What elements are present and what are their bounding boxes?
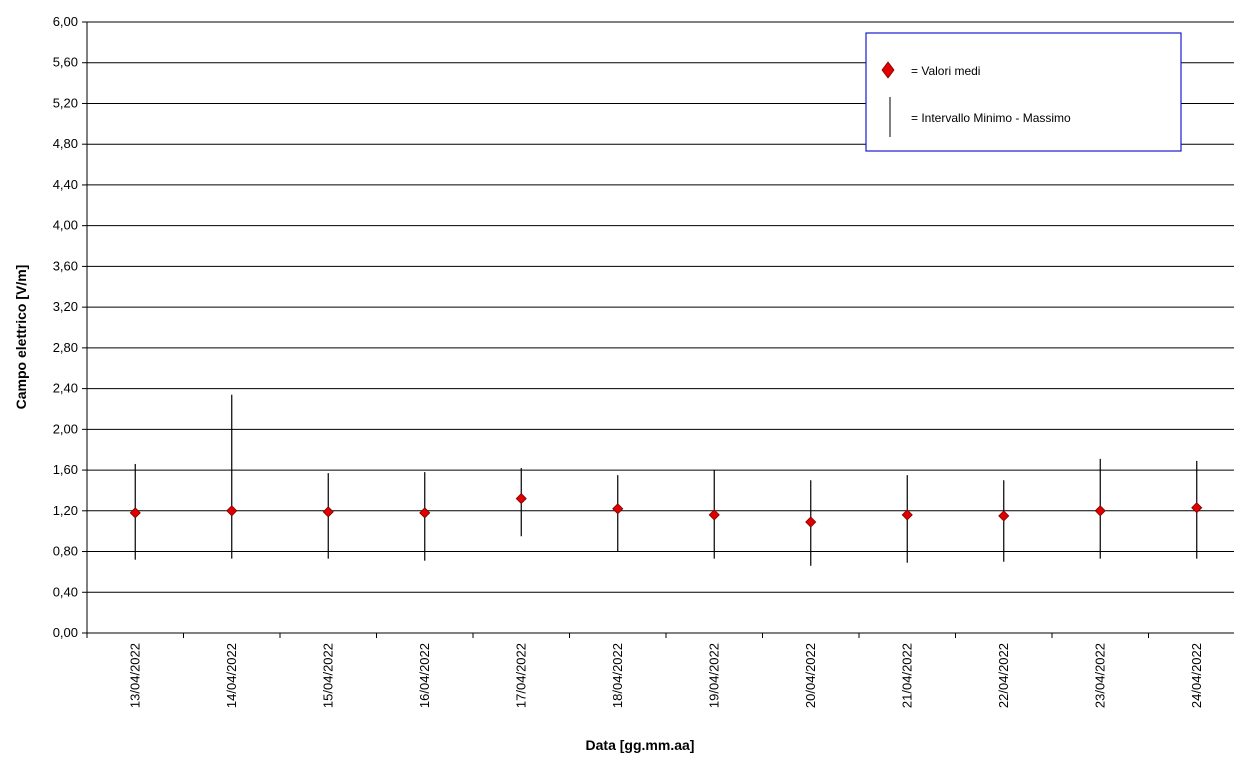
- y-tick-label: 0,80: [53, 544, 78, 559]
- y-tick-label: 3,20: [53, 299, 78, 314]
- y-tick-label: 4,00: [53, 218, 78, 233]
- mean-marker: [612, 503, 624, 515]
- x-tick-label: 19/04/2022: [706, 643, 721, 708]
- legend-mean-label: = Valori medi: [911, 64, 980, 78]
- range-series: [134, 394, 1198, 566]
- y-tick-label: 6,00: [53, 14, 78, 29]
- y-tick-label: 0,40: [53, 584, 78, 599]
- x-tick-label: 24/04/2022: [1189, 643, 1204, 708]
- y-tick-label: 2,80: [53, 340, 78, 355]
- mean-marker: [998, 510, 1010, 522]
- y-tick-label: 4,40: [53, 177, 78, 192]
- x-tick-label: 23/04/2022: [1092, 643, 1107, 708]
- y-tick-label: 1,20: [53, 503, 78, 518]
- legend-mean-marker: [881, 61, 895, 79]
- y-axis-title: Campo elettrico [V/m]: [13, 265, 29, 410]
- x-tick-label: 16/04/2022: [417, 643, 432, 708]
- mean-marker: [805, 516, 817, 528]
- x-tick-label: 22/04/2022: [996, 643, 1011, 708]
- x-tick-label: 14/04/2022: [224, 643, 239, 708]
- legend: = Valori medi = Intervallo Minimo - Mass…: [865, 32, 1182, 152]
- y-tick-label: 0,00: [53, 625, 78, 640]
- x-tick-label: 21/04/2022: [899, 643, 914, 708]
- x-tick-label: 18/04/2022: [610, 643, 625, 708]
- y-tick-labels: 0,00 0,40 0,80 1,20 1,60 2,00 2,40 2,80 3,20 3,60…: [53, 14, 78, 640]
- y-tick-label: 2,00: [53, 421, 78, 436]
- y-tick-label: 5,60: [53, 55, 78, 70]
- y-tick-label: 3,60: [53, 258, 78, 273]
- y-tick-label: 1,60: [53, 462, 78, 477]
- x-axis-title: Data [gg.mm.aa]: [586, 737, 695, 753]
- x-tick-label: 20/04/2022: [803, 643, 818, 708]
- axes: [82, 21, 1234, 638]
- legend-box: [865, 32, 1182, 152]
- x-tick-labels: 13/04/2022 14/04/2022 15/04/2022 16/04/2022…: [127, 643, 1204, 708]
- x-tick-label: 13/04/2022: [127, 643, 142, 708]
- mean-marker: [901, 509, 913, 521]
- mean-series: [129, 493, 1203, 528]
- y-tick-label: 2,40: [53, 381, 78, 396]
- mean-marker: [419, 507, 431, 519]
- mean-marker: [226, 505, 238, 517]
- mean-marker: [322, 506, 334, 518]
- x-tick-label: 17/04/2022: [513, 643, 528, 708]
- mean-marker: [515, 493, 527, 505]
- mean-marker: [1191, 502, 1203, 514]
- mean-marker: [708, 509, 720, 521]
- mean-marker: [1094, 505, 1106, 517]
- y-tick-label: 5,20: [53, 95, 78, 110]
- y-tick-label: 4,80: [53, 136, 78, 151]
- x-tick-label: 15/04/2022: [320, 643, 335, 708]
- legend-range-label: = Intervallo Minimo - Massimo: [911, 111, 1071, 125]
- mean-marker: [129, 507, 141, 519]
